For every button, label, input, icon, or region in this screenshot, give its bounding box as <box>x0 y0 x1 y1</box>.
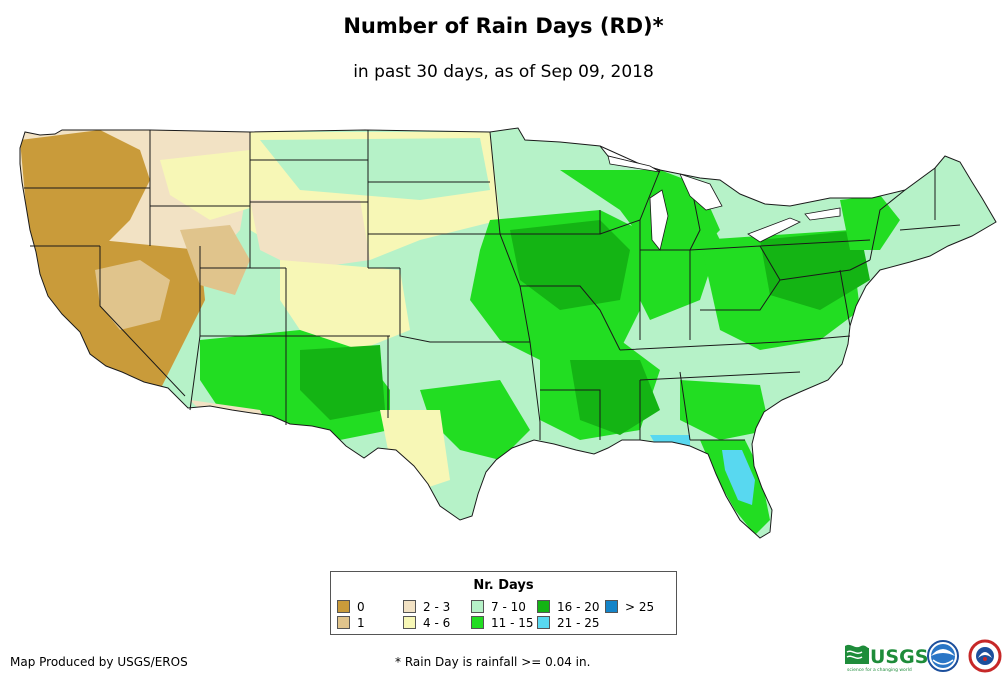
usgs-wordmark: USGS <box>870 646 928 668</box>
rain-days-map <box>19 127 997 539</box>
agency-logos: USGS science for a changing world <box>845 639 1002 673</box>
legend-label: 21 - 25 <box>557 616 600 630</box>
map-legend: Nr. Days 0 1 2 - 3 4 - 6 7 - 10 11 - 15 … <box>330 571 677 635</box>
map-title: Number of Rain Days (RD)* <box>343 14 664 38</box>
legend-swatch <box>537 616 550 629</box>
legend-label: 7 - 10 <box>491 600 526 614</box>
rain-day-footnote: * Rain Day is rainfall >= 0.04 in. <box>395 655 591 669</box>
legend-label: 1 <box>357 616 365 630</box>
legend-swatch <box>337 616 350 629</box>
great-lakes <box>607 155 841 251</box>
map-subtitle: in past 30 days, as of Sep 09, 2018 <box>353 62 654 82</box>
state-boundaries <box>19 127 997 539</box>
legend-item-0: 0 <box>337 600 365 614</box>
legend-swatch <box>537 600 550 613</box>
legend-label: 16 - 20 <box>557 600 600 614</box>
legend-item-4: 7 - 10 <box>471 600 526 614</box>
usgs-logo-icon: USGS science for a changing world <box>845 644 928 673</box>
legend-swatch <box>471 600 484 613</box>
legend-label: 2 - 3 <box>423 600 451 614</box>
legend-swatch <box>403 616 416 629</box>
legend-item-1: 1 <box>337 616 365 630</box>
legend-label: 0 <box>357 600 365 614</box>
legend-title: Nr. Days <box>473 578 534 593</box>
rain-days-fill <box>20 128 996 538</box>
legend-swatch <box>403 600 416 613</box>
noaa-logo-icon <box>927 640 959 672</box>
legend-item-3: 4 - 6 <box>403 616 450 630</box>
legend-item-5: 11 - 15 <box>471 616 534 630</box>
legend-label: 4 - 6 <box>423 616 451 630</box>
legend-label: 11 - 15 <box>491 616 534 630</box>
legend-swatch <box>605 600 618 613</box>
legend-swatch <box>337 600 350 613</box>
legend-swatch <box>471 616 484 629</box>
map-credit: Map Produced by USGS/EROS <box>10 655 188 669</box>
legend-item-6: 16 - 20 <box>537 600 600 614</box>
legend-item-2: 2 - 3 <box>403 600 450 614</box>
national-weather-service-logo-icon <box>968 639 1002 673</box>
legend-label: > 25 <box>625 600 655 614</box>
legend-item-8: > 25 <box>605 600 654 614</box>
legend-item-7: 21 - 25 <box>537 616 600 630</box>
usgs-tagline: science for a changing world <box>847 667 912 673</box>
